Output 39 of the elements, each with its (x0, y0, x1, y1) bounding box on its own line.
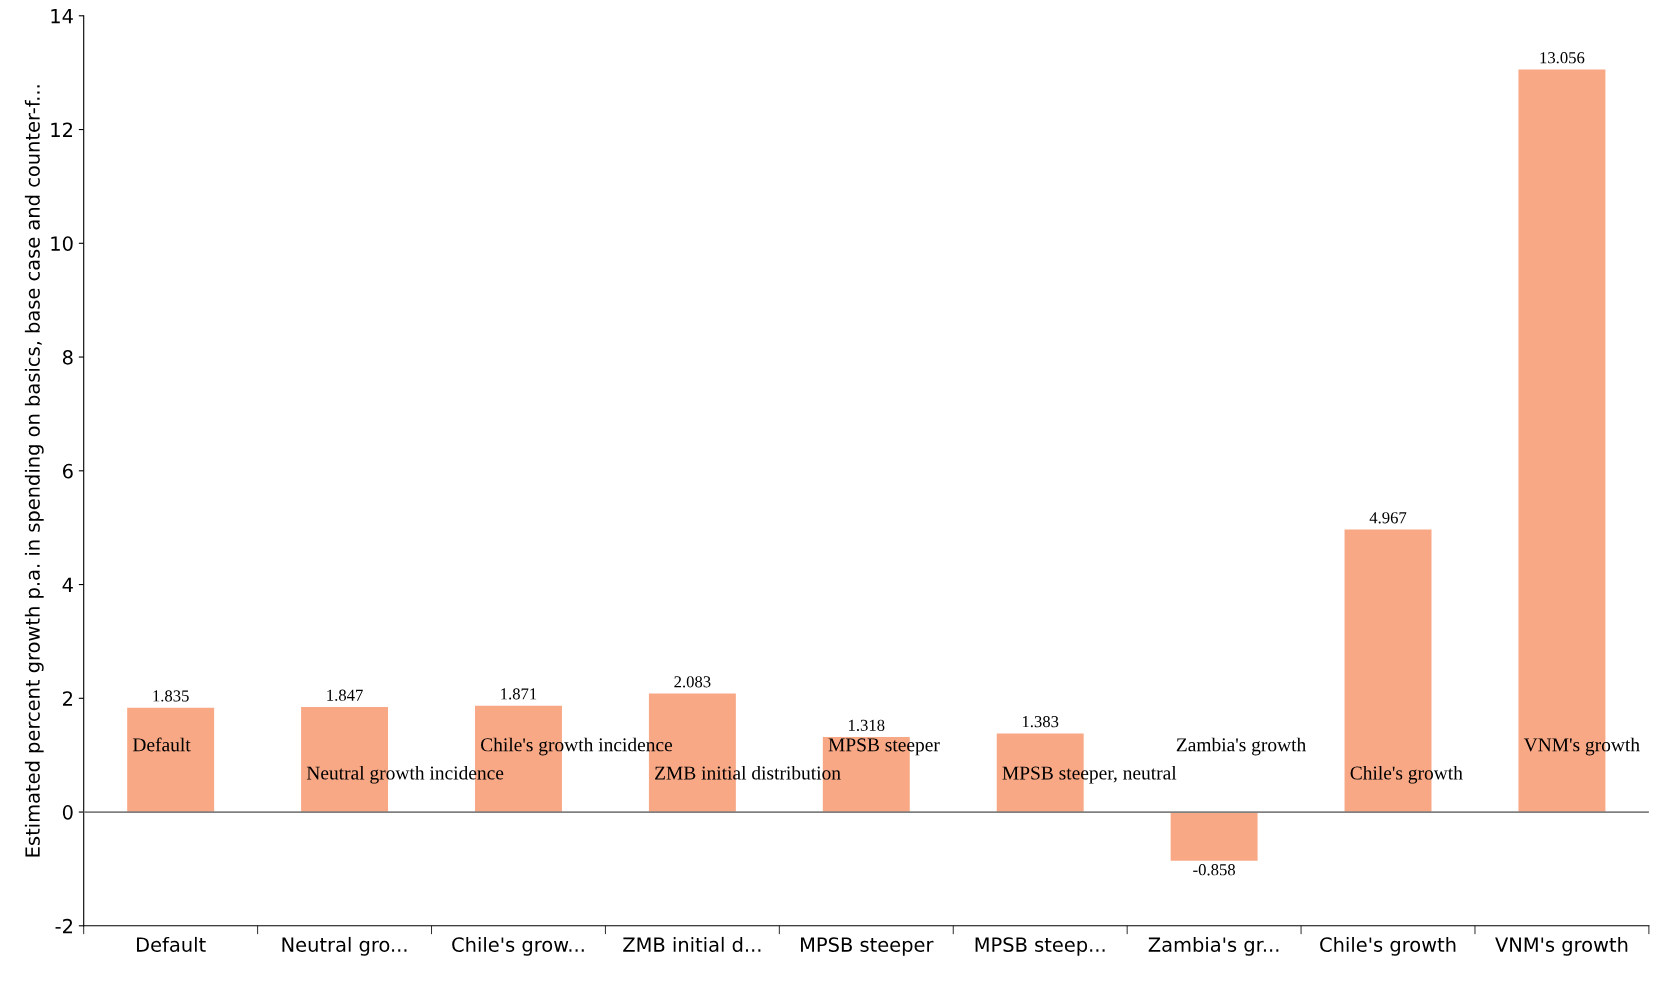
data-label: 1.871 (501, 688, 537, 700)
annotation: VNM's growth (1523, 737, 1640, 756)
annotation: ZMB initial distribution (655, 765, 841, 780)
y-tick-label: 12 (51, 122, 73, 137)
data-label: 1.847 (327, 689, 363, 701)
y-tick-label: 14 (51, 9, 73, 24)
y-axis-title: Estimated percent growth p.a. in spending on basics, base case and counter-f... (24, 85, 44, 857)
x-tick-label: MPSB steeper (801, 937, 934, 956)
y-tick-label: -2 (55, 918, 73, 934)
y-tick-label: 0 (62, 805, 73, 820)
data-label: 2.083 (674, 676, 711, 688)
y-tick-label: 8 (62, 350, 73, 365)
annotation: MPSB steeper, neutral (1002, 765, 1177, 784)
x-tick-label: Default (137, 936, 206, 952)
annotation: Chile's growth (1350, 765, 1463, 784)
bar (127, 707, 215, 813)
x-tick-label: Zambia's gr... (1148, 936, 1279, 956)
annotation: Neutral growth incidence (306, 765, 504, 784)
y-tick-label: 4 (62, 577, 73, 592)
x-tick-label: ZMB initial d... (623, 936, 761, 952)
data-label: -0.858 (1193, 864, 1235, 876)
data-label: 1.383 (1022, 715, 1059, 728)
x-tick-label: MPSB steep... (975, 937, 1105, 956)
y-tick-label: 6 (62, 463, 73, 479)
data-label: 13.056 (1540, 52, 1585, 64)
x-tick-label: Chile's grow... (452, 936, 584, 956)
data-label: 1.835 (153, 690, 189, 702)
x-tick-label: Neutral gro... (282, 936, 407, 956)
annotation: MPSB steeper (828, 738, 940, 756)
data-label: 1.318 (849, 719, 885, 731)
y-tick-label: 10 (51, 236, 73, 251)
bar (1170, 812, 1258, 861)
x-tick-label: VNM's growth (1495, 936, 1628, 956)
data-label: 4.967 (1369, 512, 1407, 524)
x-tick-label: Chile's growth (1320, 936, 1456, 956)
annotation: Default (132, 737, 191, 752)
annotation: Chile's growth incidence (481, 737, 673, 756)
annotation: Zambia's growth (1176, 737, 1306, 756)
y-tick-label: 2 (63, 691, 73, 706)
